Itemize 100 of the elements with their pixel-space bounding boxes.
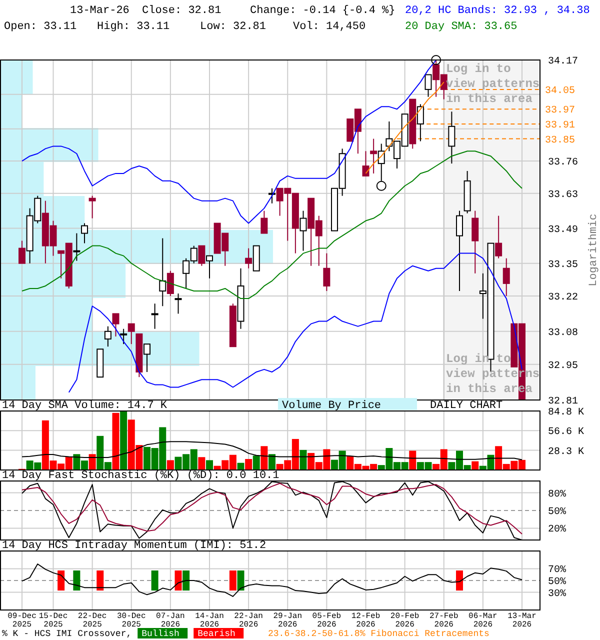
y-tick-label: 33.76 — [548, 158, 578, 169]
annotation: DAILY CHART — [430, 400, 504, 412]
x-tick-label: 29-Jan 2026 — [273, 612, 302, 630]
candlestick — [495, 215, 502, 259]
x-tick-label: 20-Feb 2026 — [390, 612, 420, 630]
candlestick — [73, 232, 80, 262]
candlestick — [416, 104, 424, 142]
x-tick-label: 22-Jan 2026 — [234, 612, 264, 630]
x-tick-label: 06-Mar 2026 — [468, 612, 498, 630]
annotation: Volume By Price — [282, 400, 382, 412]
text: High: 33.11 — [97, 21, 170, 33]
line-series — [22, 150, 522, 300]
bar — [300, 450, 307, 470]
x-tick-label: 05-Feb 2026 — [312, 612, 342, 630]
y-tick-label: 33.08 — [548, 328, 578, 339]
candlestick — [88, 195, 96, 219]
candlestick — [206, 255, 213, 279]
y-axis-title: Logarithmic — [588, 214, 600, 286]
text: 13-Mar-26 — [70, 5, 130, 17]
y-tick-label: 50% — [548, 577, 566, 588]
y-tick-label: 50% — [548, 507, 566, 518]
candlestick — [362, 150, 370, 176]
bar — [268, 454, 276, 470]
candlestick — [456, 210, 463, 292]
ref-line-label: 33.97 — [545, 106, 576, 117]
candlestick — [112, 313, 120, 337]
candlestick — [472, 210, 479, 274]
ref-line-label: 33.85 — [545, 135, 576, 146]
y-tick-label: 20% — [548, 524, 566, 536]
text: 20 Day SMA: 33.65 — [405, 21, 518, 33]
x-tick-label: 22-Dec 2025 — [78, 612, 107, 630]
y-tick-label: 32.95 — [548, 360, 578, 372]
candlestick — [174, 293, 182, 314]
candlestick — [166, 270, 174, 297]
candlestick — [81, 222, 88, 244]
text: Close: 32.81 — [142, 5, 222, 17]
x-tick-label: 15-Dec 2025 — [38, 612, 68, 630]
y-tick-label: 33.35 — [548, 260, 578, 271]
bar — [260, 446, 268, 470]
y-tick-label: 32.81 — [548, 396, 578, 408]
y-tick-label: 56.6 K — [548, 427, 584, 438]
y-tick-label: 70% — [548, 565, 566, 576]
text: Change: -0.14 {-0.4 %} — [250, 5, 396, 17]
bar — [112, 412, 120, 470]
y-tick-label: 33.63 — [548, 190, 578, 201]
bar — [245, 459, 252, 470]
bar — [252, 456, 260, 470]
candlestick — [300, 210, 307, 252]
bar — [409, 450, 416, 470]
x-tick-label: 27-Feb 2026 — [429, 612, 458, 630]
y-tick-label: 80% — [548, 489, 566, 500]
legend-title: % K - HCS IMI Crossover, — [2, 629, 132, 639]
bar — [472, 461, 479, 470]
candlestick — [18, 240, 26, 264]
bar — [88, 454, 96, 470]
text: Bullish — [142, 629, 180, 639]
candlestick — [502, 258, 510, 297]
bar — [166, 460, 174, 470]
candlestick — [260, 210, 268, 234]
ref-line-label: 33.91 — [545, 120, 576, 132]
candlestick — [370, 138, 378, 174]
text: Open: 33.11 — [4, 21, 78, 33]
candlestick — [144, 344, 150, 372]
y-tick-label: 30% — [548, 588, 566, 600]
bar — [206, 460, 213, 470]
y-tick-label: 34.17 — [548, 56, 578, 68]
candlestick — [198, 245, 206, 266]
x-tick-label: 30-Dec 2025 — [116, 612, 146, 630]
bar — [120, 411, 128, 470]
x-tick-label: 12-Feb 2026 — [351, 612, 380, 630]
text: 23.6-38.2-50-61.8% Fibonacci Retracements — [268, 629, 490, 639]
candlestick — [151, 303, 158, 330]
text: 20,2 HC Bands: 32.93 , 34.38 — [405, 5, 590, 17]
y-tick-label: 33.22 — [548, 292, 578, 304]
y-tick-label: 33.49 — [548, 224, 578, 236]
x-tick-label: 13-Mar 2026 — [508, 612, 537, 630]
candlestick — [323, 252, 330, 292]
line-series — [22, 441, 522, 460]
text: Vol: 14,450 — [293, 21, 366, 33]
candlestick — [120, 328, 128, 345]
x-tick-label: 14-Jan 2026 — [195, 612, 224, 630]
chart-title: 14 Day Fast Stochastic (%K) (%D): 0.0 10.1 — [2, 470, 280, 482]
chart-title: 14 Day SMA Volume: 14.7 K — [2, 400, 168, 412]
candlestick — [268, 188, 276, 204]
text: Bearish — [198, 629, 236, 639]
candlestick — [104, 326, 112, 348]
ref-line-label: 34.05 — [545, 86, 576, 97]
y-tick-label: 84.8 K — [548, 408, 584, 418]
candlestick — [159, 238, 166, 307]
y-tick-label: 28.3 K — [548, 446, 584, 458]
bar — [198, 457, 206, 470]
candlestick — [128, 323, 135, 345]
chart-title: 14 Day HCS Intraday Momentum (IMI): 51.2 — [2, 540, 266, 552]
bar — [237, 462, 244, 470]
line-series — [22, 563, 522, 597]
candlestick — [424, 74, 432, 98]
text: Low: 32.81 — [200, 21, 266, 33]
x-tick-label: 09-Dec 2025 — [8, 612, 37, 630]
candlestick — [245, 248, 252, 269]
x-tick-label: 07-Jan 2026 — [156, 612, 186, 630]
